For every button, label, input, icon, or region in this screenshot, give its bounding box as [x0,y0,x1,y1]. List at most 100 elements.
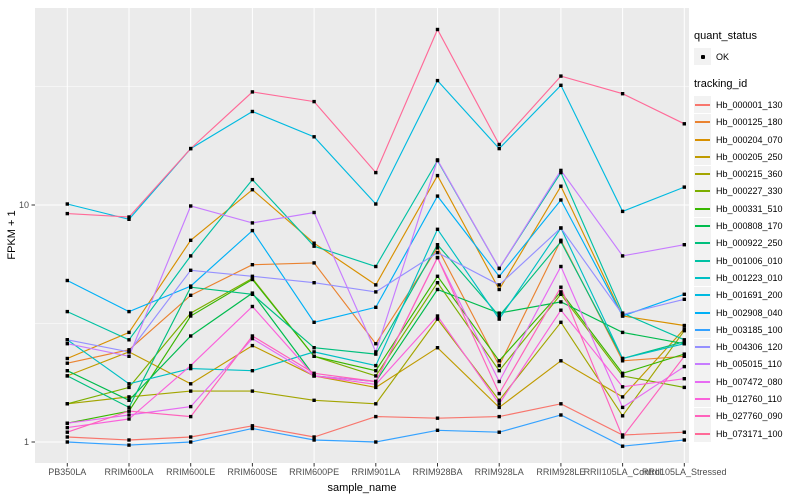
data-point [682,385,686,390]
legend-item-Hb_000125_180: Hb_000125_180 [694,113,798,131]
data-point [127,330,131,335]
legend-item-label: Hb_073171_100 [716,428,783,439]
legend-key-box [694,286,711,304]
legend-key-box [694,355,711,373]
data-point [127,395,131,399]
data-point [127,405,131,410]
data-point [250,334,255,338]
data-point [620,92,625,96]
legend-key-box [694,234,711,252]
data-point [189,414,193,419]
data-point [497,274,501,278]
legend-line-swatch [695,328,710,331]
data-point [65,309,69,314]
legend-item-Hb_000331_510: Hb_000331_510 [694,200,798,218]
legend-line-swatch [695,103,710,106]
data-point [620,254,625,258]
data-point [435,243,440,247]
data-point [127,385,131,390]
data-point [312,135,316,139]
legend-key-box [694,182,711,200]
data-point [189,238,193,242]
data-point [250,343,255,348]
data-point [497,405,501,410]
legend-line-swatch [695,380,710,383]
data-point [312,244,316,248]
data-point [65,211,69,216]
data-point [189,311,193,315]
legend-key-box [694,269,711,287]
legend-line-swatch [695,155,710,158]
data-point [435,27,440,32]
data-point [374,382,378,387]
data-point [435,317,440,321]
data-point [65,342,69,346]
data-point [374,202,378,206]
data-point [250,177,255,182]
legend-item-Hb_000001_130: Hb_000001_130 [694,96,798,114]
data-point [682,340,686,344]
x-tick-label: RRII105LA_Control [584,467,662,477]
legend-key-box [694,113,711,131]
legend-key-box [694,165,711,183]
y-tick-label: 1 [24,437,29,447]
data-point [65,278,69,283]
data-point [435,416,440,420]
legend-item-Hb_004306_120: Hb_004306_120 [694,338,798,356]
legend-title-quant-status: quant_status [694,30,757,42]
data-point [435,428,440,432]
data-point [250,221,255,225]
data-point [497,317,501,321]
legend-line-swatch [695,207,710,210]
legend-item-label: Hb_007472_080 [716,376,783,387]
data-point [435,246,440,250]
legend-item-label: Hb_001006_010 [716,255,783,266]
data-point [682,323,686,328]
legend-item-label: Hb_000204_070 [716,134,783,145]
data-point [312,398,316,402]
data-point [374,374,378,378]
data-point [250,336,255,341]
data-point [435,255,440,260]
legend-line-swatch [695,363,710,366]
legend-items-list: Hb_000001_130 Hb_000125_180 Hb_000204_070 H… [694,96,798,443]
legend-item-Hb_027760_090: Hb_027760_090 [694,407,798,425]
data-point [682,438,686,442]
data-point [682,352,686,356]
data-point [374,290,378,294]
data-point [127,350,131,354]
data-point [65,361,69,365]
data-point [250,109,255,114]
y-axis-title: FPKM + 1 [6,210,18,259]
x-tick-label: RRIM600PE [289,467,339,477]
data-point [559,198,563,202]
data-point [435,158,440,162]
data-point [374,350,378,354]
data-point [127,217,131,221]
legend-line-swatch [695,294,710,297]
data-point [127,338,131,342]
data-point [127,443,131,447]
data-point [65,435,69,439]
data-point [312,346,316,350]
legend-item-Hb_012760_110: Hb_012760_110 [694,390,798,408]
data-point [497,430,501,434]
data-point [250,424,255,428]
data-point [682,122,686,126]
legend-line-swatch [695,225,710,228]
data-point [127,215,131,219]
legend-key-box [694,321,711,339]
data-point [312,241,316,245]
x-tick-label: RRIM600SE [227,467,277,477]
data-point [620,405,625,410]
data-point [374,379,378,384]
legend-item-quant-status-ok: OK [694,48,798,66]
data-point [682,342,686,346]
data-point [497,359,501,363]
data-point [374,369,378,373]
data-point [189,366,193,371]
data-point [374,440,378,444]
legend-item-Hb_001691_200: Hb_001691_200 [694,286,798,304]
